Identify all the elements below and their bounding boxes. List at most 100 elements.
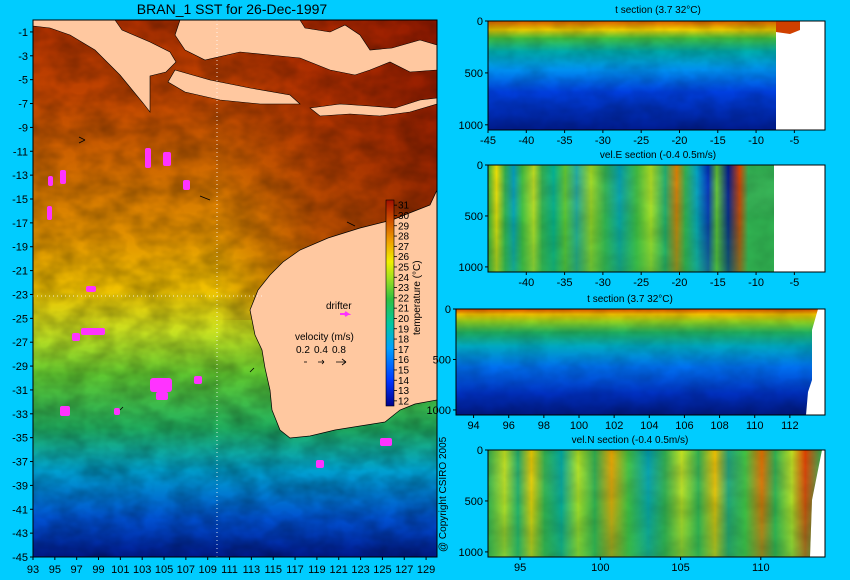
velocity-arrow xyxy=(199,195,211,201)
drifter xyxy=(72,333,80,341)
section-x-tick-label: 100 xyxy=(591,562,609,574)
map-x-tick-label: 123 xyxy=(351,564,369,576)
section-x-tick-label: -40 xyxy=(518,135,534,147)
map-x-tick-label: 125 xyxy=(373,564,391,576)
map-x-tick-label: 97 xyxy=(71,564,83,576)
drifter xyxy=(60,406,70,416)
section-x-tick-label: -15 xyxy=(710,135,726,147)
section-x-tick-label: -15 xyxy=(710,277,726,289)
drifter xyxy=(380,438,392,446)
colorbar-tick-label: 13 xyxy=(398,386,410,397)
sst-map xyxy=(32,19,438,558)
section-y-tick-label: 500 xyxy=(465,211,483,223)
drifter xyxy=(86,286,96,292)
map-y-tick-label: -7 xyxy=(18,99,28,111)
colorbar-tick-label: 27 xyxy=(398,242,410,253)
velocity-arrow xyxy=(249,367,255,373)
map-x-tick-label: 127 xyxy=(395,564,413,576)
drifter xyxy=(194,376,202,384)
section-x-tick-label: -5 xyxy=(789,277,799,289)
velocity-value-0: 0.2 xyxy=(296,345,310,356)
panel-frame xyxy=(455,308,826,416)
map-x-tick-label: 105 xyxy=(155,564,173,576)
section-x-tick-label: -25 xyxy=(633,135,649,147)
panel-title: vel.N section (-0.4 0.5m/s) xyxy=(572,435,689,446)
section-x-tick-label: 110 xyxy=(746,420,764,432)
land-java-sumatra xyxy=(32,19,177,113)
map-y-tick-label: -25 xyxy=(12,313,28,325)
section-warm-edge xyxy=(776,21,800,34)
velocity-arrow xyxy=(78,136,86,144)
velocity-label: velocity (m/s) xyxy=(295,332,354,343)
map-y-tick-label: -29 xyxy=(12,361,28,373)
copyright-text: @ Copyright CSIRO 2005 xyxy=(438,436,449,552)
map-x-tick-label: 117 xyxy=(286,564,304,576)
map-title: BRAN_1 SST for 26-Dec-1997 xyxy=(137,1,328,17)
section-x-tick-label: 104 xyxy=(640,420,658,432)
map-y-tick-label: -21 xyxy=(12,266,28,278)
colorbar-tick-label: 22 xyxy=(398,293,410,304)
panel-velN-section-lon: vel.N section (-0.4 0.5m/s) xyxy=(487,435,826,558)
colorbar-tick-label: 30 xyxy=(398,211,410,222)
panel-frame xyxy=(487,164,826,273)
drifter xyxy=(145,148,151,168)
map-y-tick-label: -31 xyxy=(12,385,28,397)
land-java xyxy=(167,69,301,105)
colorbar-tick-label: 15 xyxy=(398,365,410,376)
map-y-tick-label: -41 xyxy=(12,504,28,516)
map-x-tick-label: 129 xyxy=(417,564,435,576)
map-y-tick-label: -35 xyxy=(12,433,28,445)
drifter-legend-icon xyxy=(340,311,352,317)
velocity-arrow xyxy=(119,406,124,411)
velocity-arrow-large-icon xyxy=(336,358,347,366)
drifter xyxy=(114,408,120,415)
section-x-tick-label: -40 xyxy=(518,277,534,289)
map-y-tick-label: -1 xyxy=(18,27,28,39)
panel-title: vel.E section (-0.4 0.5m/s) xyxy=(600,150,716,161)
drifter xyxy=(316,460,324,468)
section-y-tick-label: 500 xyxy=(465,68,483,80)
panel-title: t section (3.7 32°C) xyxy=(615,5,701,16)
map-x-tick-label: 115 xyxy=(264,564,282,576)
land-borneo-sulawesi xyxy=(174,19,438,76)
section-x-tick-label: -5 xyxy=(789,135,799,147)
section-field-texture xyxy=(488,165,774,272)
section-x-tick-label: 94 xyxy=(467,420,479,432)
panel-title: t section (3.7 32°C) xyxy=(587,294,673,305)
colorbar-label: temperature (°C) xyxy=(412,260,423,335)
colorbar-tick-label: 21 xyxy=(398,304,410,315)
section-field-texture xyxy=(456,309,818,415)
drifter xyxy=(81,328,105,335)
section-field-texture xyxy=(488,21,776,130)
section-y-tick-label: 1000 xyxy=(459,262,483,274)
section-x-tick-label: -25 xyxy=(633,277,649,289)
map-x-tick-label: 107 xyxy=(177,564,195,576)
drifter xyxy=(183,180,190,190)
section-x-tick-label: -45 xyxy=(480,135,496,147)
map-y-tick-label: -13 xyxy=(12,170,28,182)
map-x-tick-label: 99 xyxy=(92,564,104,576)
section-y-tick-label: 0 xyxy=(445,304,451,316)
colorbar-tick-label: 26 xyxy=(398,252,410,263)
drifter xyxy=(156,392,168,400)
colorbar-tick-label: 24 xyxy=(398,273,410,284)
panel-frame xyxy=(487,20,826,131)
section-x-tick-label: -30 xyxy=(595,277,611,289)
map-y-tick-label: -45 xyxy=(12,552,28,564)
section-field-texture xyxy=(488,450,822,557)
map-x-tick-label: 113 xyxy=(243,564,261,576)
panel-t-section-lon: t section (3.7 32°C) xyxy=(455,294,826,416)
colorbar-tick-label: 29 xyxy=(398,221,410,232)
map-x-tick-label: 95 xyxy=(49,564,61,576)
colorbar-tick-label: 28 xyxy=(398,232,410,243)
drifter xyxy=(48,176,53,186)
colorbar-tick-label: 19 xyxy=(398,324,410,335)
velocity-arrow xyxy=(346,221,356,227)
map-y-tick-label: -11 xyxy=(13,146,28,158)
section-x-tick-label: -30 xyxy=(595,135,611,147)
colorbar-tick-label: 12 xyxy=(398,396,410,407)
section-x-tick-label: 112 xyxy=(781,420,799,432)
section-x-tick-label: 108 xyxy=(710,420,728,432)
